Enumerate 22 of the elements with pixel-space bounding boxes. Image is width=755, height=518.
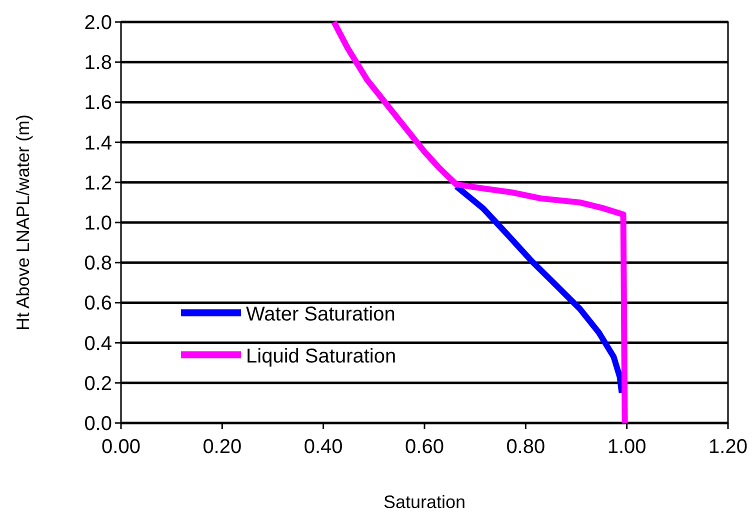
y-axis-title: Ht Above LNAPL/water (m) (13, 114, 33, 331)
y-tick-label: 0.8 (84, 252, 112, 275)
x-tick-label: 0.20 (202, 436, 242, 458)
x-tick-label: 0.40 (304, 436, 343, 458)
x-tick-label: 0.80 (506, 436, 546, 458)
y-tick-label: 1.4 (84, 132, 112, 154)
legend-label: Liquid Saturation (246, 346, 396, 368)
y-tick-label: 1.6 (84, 92, 112, 114)
x-tick-label: 0.60 (405, 436, 444, 458)
legend-label: Water Saturation (246, 304, 396, 326)
y-tick-label: 1.2 (84, 172, 112, 194)
y-tick-label: 1.0 (84, 212, 112, 234)
y-tick-label: 1.8 (84, 52, 112, 74)
x-tick-label: 1.20 (708, 436, 748, 458)
y-tick-label: 0.0 (84, 413, 112, 435)
y-tick-label: 0.4 (84, 332, 112, 355)
x-tick-label: 1.00 (607, 436, 646, 458)
y-tick-label: 0.6 (84, 292, 112, 315)
x-tick-label: 0.00 (102, 436, 140, 458)
x-axis-title: Saturation (383, 492, 466, 512)
y-tick-label: 0.2 (84, 372, 112, 395)
y-tick-label: 2.0 (84, 12, 112, 34)
